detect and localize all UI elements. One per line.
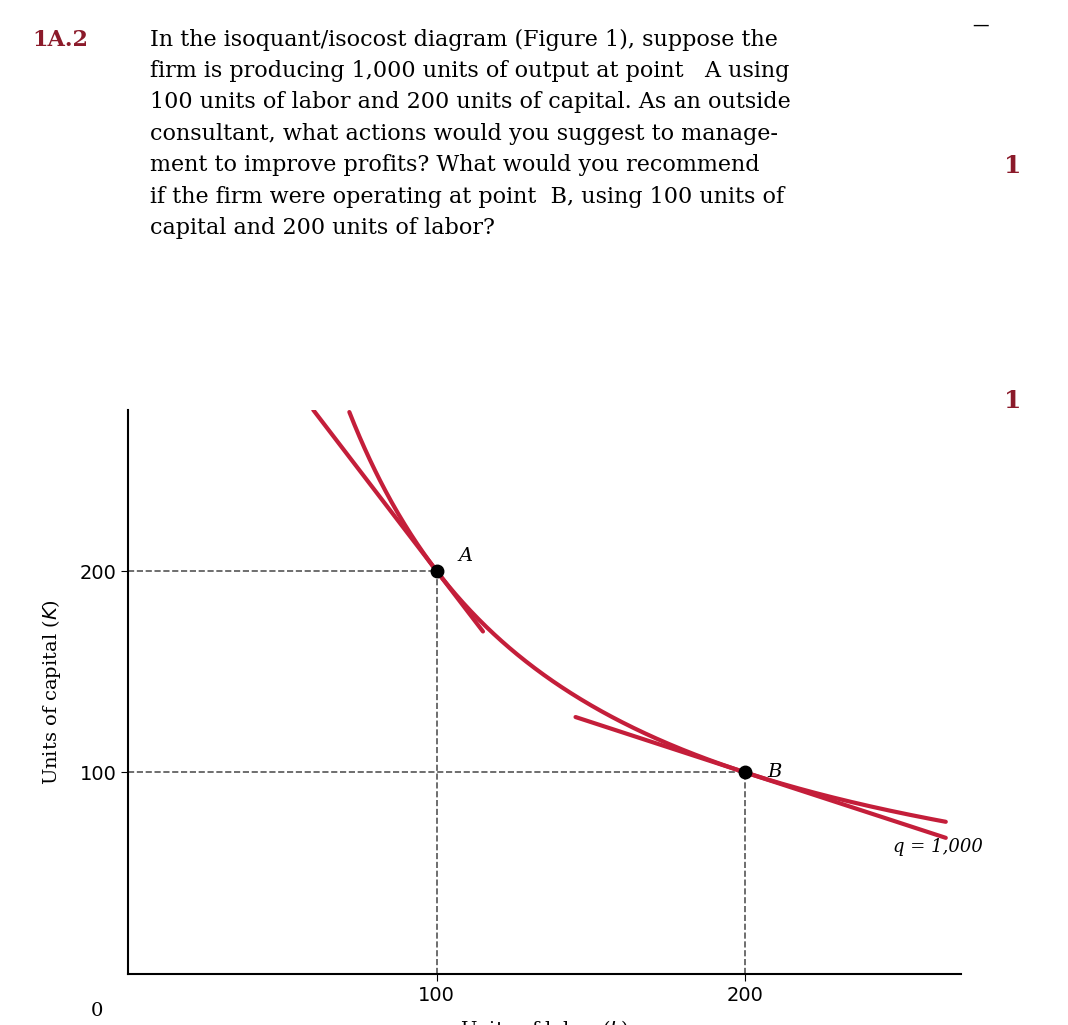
Text: 1: 1 bbox=[1004, 154, 1021, 177]
X-axis label: Units of labor ($L$): Units of labor ($L$) bbox=[460, 1019, 629, 1025]
Text: q = 1,000: q = 1,000 bbox=[893, 837, 984, 856]
Text: In the isoquant/isocost diagram (Figure 1), suppose the
firm is producing 1,000 : In the isoquant/isocost diagram (Figure … bbox=[150, 29, 790, 239]
Y-axis label: Units of capital ($K$): Units of capital ($K$) bbox=[40, 599, 63, 785]
Text: 1A.2: 1A.2 bbox=[32, 29, 88, 50]
Text: B: B bbox=[767, 764, 781, 781]
Text: 0: 0 bbox=[91, 1002, 104, 1020]
Text: —: — bbox=[972, 15, 989, 34]
Text: A: A bbox=[458, 547, 472, 565]
Text: 1: 1 bbox=[1004, 390, 1021, 413]
